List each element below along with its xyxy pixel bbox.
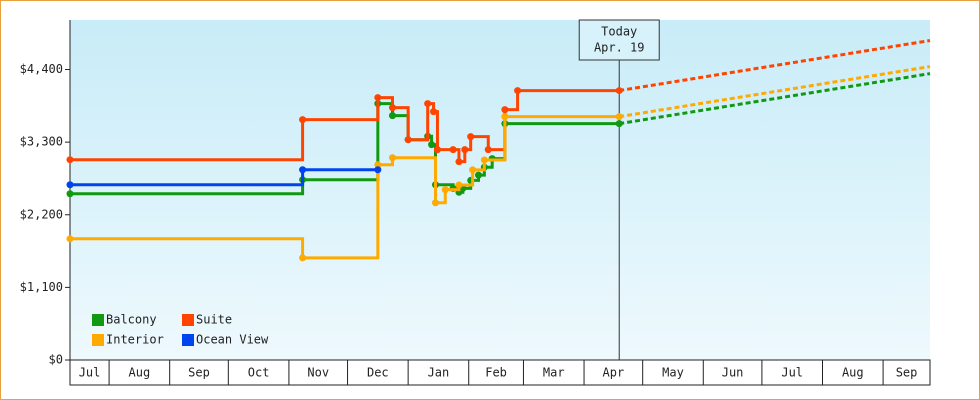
point: [469, 166, 477, 174]
x-tick-label: Aug: [129, 366, 151, 380]
point: [615, 87, 623, 95]
legend-label: Suite: [196, 313, 232, 327]
legend-swatch: [92, 334, 104, 346]
legend-label: Balcony: [106, 313, 157, 327]
y-tick-label: $1,100: [20, 280, 63, 294]
point: [484, 146, 492, 154]
forecast-line: [618, 72, 931, 126]
y-tick-label: $0: [49, 353, 63, 367]
today-label: Apr. 19: [594, 41, 645, 55]
plot-area: [70, 20, 930, 360]
y-tick-label: $2,200: [20, 207, 63, 221]
x-tick-label: Jun: [722, 366, 744, 380]
point: [424, 100, 432, 108]
point: [374, 166, 382, 174]
x-tick-label: Dec: [367, 366, 389, 380]
y-tick-label: $3,300: [20, 135, 63, 149]
point: [299, 166, 307, 174]
point: [428, 141, 436, 149]
point: [430, 108, 438, 116]
point: [475, 171, 482, 179]
point: [66, 190, 74, 198]
legend-swatch: [182, 314, 194, 326]
point: [449, 146, 457, 154]
point: [404, 136, 412, 144]
point: [480, 156, 488, 164]
x-tick-label: Apr: [603, 366, 625, 380]
point: [66, 156, 74, 164]
x-tick-label: Feb: [485, 366, 507, 380]
x-tick-label: Sep: [188, 366, 210, 380]
forecast-line: [618, 39, 931, 93]
x-tick-label: Aug: [842, 366, 864, 380]
point: [615, 113, 623, 121]
point: [66, 235, 74, 243]
point: [66, 181, 74, 189]
point: [514, 87, 522, 95]
x-tick-label: Oct: [248, 366, 270, 380]
y-tick-label: $4,400: [20, 62, 63, 76]
point: [501, 113, 509, 121]
x-tick-label: Jan: [428, 366, 450, 380]
point: [374, 161, 382, 169]
point: [432, 199, 439, 207]
x-tick-label: Jul: [79, 366, 101, 380]
legend-swatch: [92, 314, 104, 326]
today-box: [578, 19, 660, 61]
x-tick-label: Sep: [896, 366, 918, 380]
point: [461, 146, 469, 154]
x-tick-label: May: [662, 366, 684, 380]
point: [455, 181, 463, 189]
x-tick-label: Jul: [781, 366, 803, 380]
legend-swatch: [182, 334, 194, 346]
point: [433, 146, 441, 154]
point: [455, 158, 463, 166]
point: [299, 116, 307, 124]
today-label: Today: [601, 25, 637, 39]
x-tick-label: Mar: [543, 366, 565, 380]
legend-label: Interior: [106, 333, 164, 347]
forecast-line: [618, 65, 931, 119]
point: [389, 112, 396, 120]
point: [441, 186, 449, 194]
point: [374, 94, 382, 102]
point: [389, 154, 396, 162]
point: [299, 254, 307, 262]
point: [501, 106, 509, 114]
point: [389, 104, 396, 112]
point: [467, 133, 475, 141]
legend-label: Ocean View: [196, 333, 269, 347]
x-tick-label: Nov: [307, 366, 329, 380]
x-axis-band: [69, 359, 931, 386]
point: [615, 120, 623, 128]
step-line: [70, 168, 378, 187]
